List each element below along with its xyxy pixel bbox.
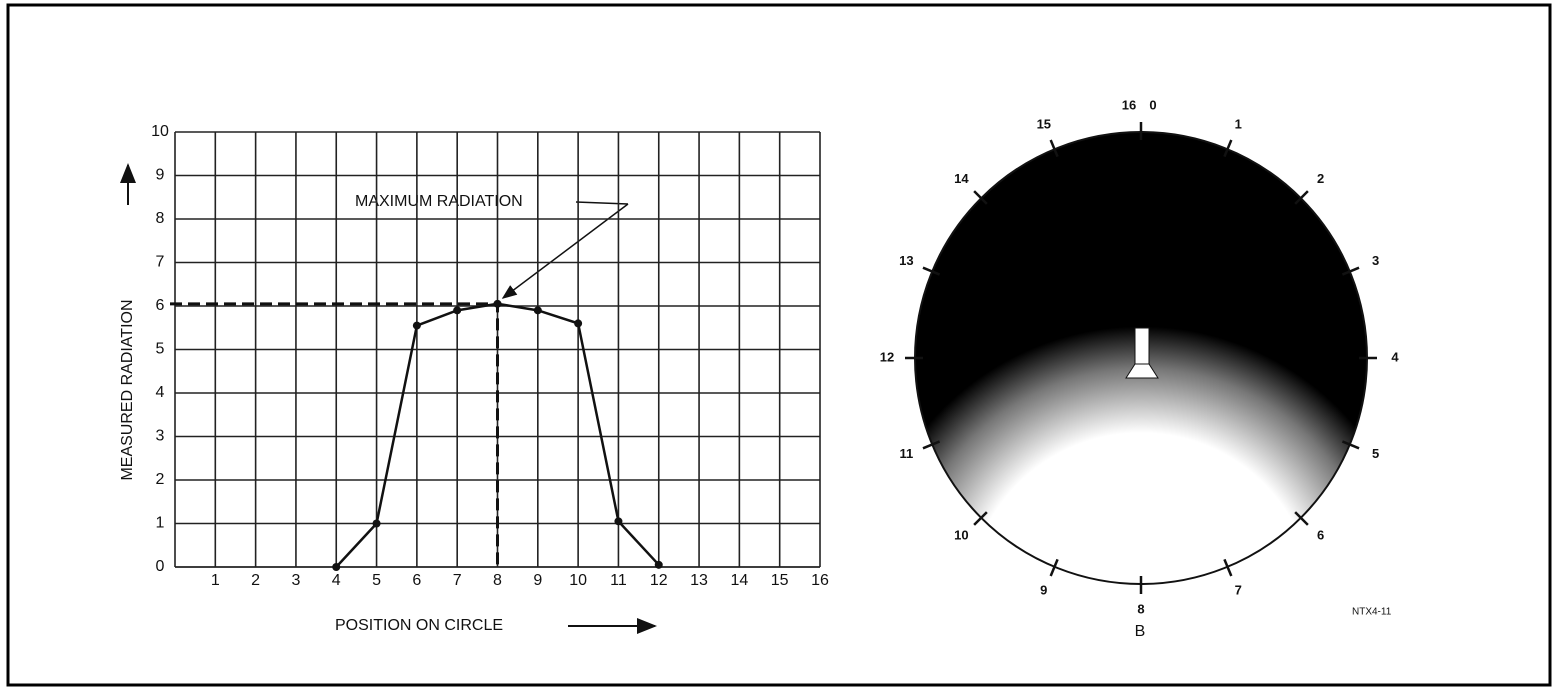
y-tick-label: 9 [156,167,165,184]
x-tick-label: 2 [251,572,260,589]
position-label: 11 [899,446,913,461]
data-point [534,306,542,314]
position-label: 0 [1149,97,1156,112]
y-axis-label: MEASURED RADIATION [119,299,136,480]
x-tick-label: 12 [650,572,668,589]
position-label: 2 [1317,171,1324,186]
y-tick-label: 1 [156,515,165,532]
data-point [453,306,461,314]
y-tick-label: 2 [156,471,165,488]
x-tick-label: 1 [211,572,220,589]
y-tick-label: 3 [156,428,165,445]
position-label: 13 [899,253,913,268]
x-tick-label: 15 [771,572,789,589]
y-tick-label: 8 [156,210,165,227]
data-point [574,319,582,327]
x-tick-label: 10 [569,572,587,589]
position-label: 8 [1137,601,1144,616]
x-tick-label: 11 [610,572,627,589]
x-tick-label: 14 [730,572,748,589]
caption: B [1135,623,1146,640]
x-tick-label: 6 [412,572,421,589]
data-point [413,322,421,330]
position-label: 7 [1235,582,1242,597]
figure: MEASURED RADIATION POSITION ON CIRCLE MA… [0,0,1558,690]
annotation-line [576,202,628,204]
position-label: 1 [1235,117,1242,132]
position-label: 4 [1391,349,1399,364]
position-label: 10 [954,528,968,543]
data-point [614,517,622,525]
x-tick-label: 3 [291,572,300,589]
position-label: 9 [1040,582,1047,597]
data-point [655,561,663,569]
y-tick-label: 10 [151,123,169,140]
position-label: 6 [1317,528,1324,543]
x-axis-label: POSITION ON CIRCLE [335,617,503,634]
position-label: 5 [1372,446,1379,461]
position-label: 12 [880,349,894,364]
max-guide [170,304,498,567]
y-tick-label: 6 [156,297,165,314]
y-tick-label: 0 [156,558,165,575]
position-label: 15 [1037,117,1051,132]
x-tick-label: 5 [372,572,381,589]
data-point [494,300,502,308]
figure-code: NTX4-11 [1352,607,1392,618]
position-label: 14 [954,171,969,186]
y-tick-label: 4 [156,384,165,401]
annotation-arrow [503,204,628,298]
y-tick-label: 7 [156,254,165,271]
x-tick-label: 8 [493,572,502,589]
position-label: 3 [1372,253,1379,268]
data-point [373,520,381,528]
x-tick-label: 7 [453,572,462,589]
x-tick-label: 13 [690,572,708,589]
x-tick-label: 4 [332,572,341,589]
antenna [1135,328,1149,364]
x-tick-label: 16 [811,572,829,589]
data-point [332,563,340,571]
x-tick-label: 9 [533,572,542,589]
wrap-label: 16 [1122,97,1136,112]
y-tick-label: 5 [156,341,165,358]
